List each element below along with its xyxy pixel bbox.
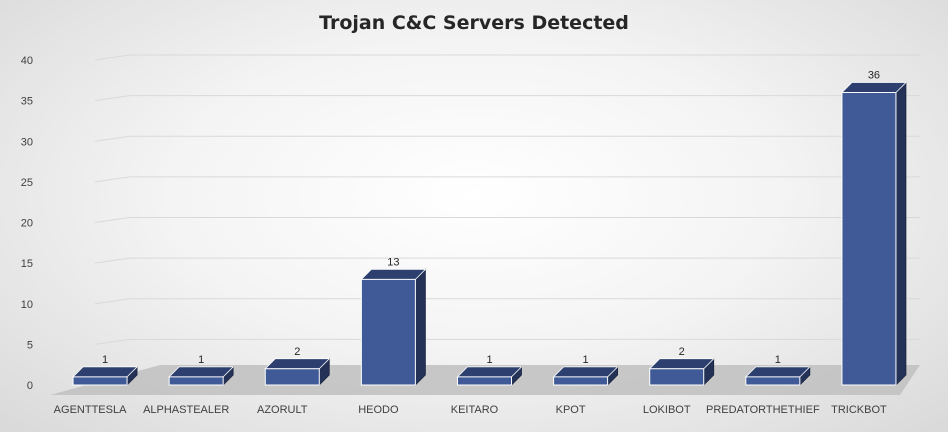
bar-top bbox=[456, 366, 523, 378]
bar bbox=[72, 376, 128, 386]
gridline bbox=[94, 135, 920, 142]
chart-title: Trojan C&C Servers Detected bbox=[319, 12, 629, 34]
data-label: 1 bbox=[583, 354, 589, 366]
y-tick-label: 0 bbox=[27, 380, 33, 392]
gridline bbox=[94, 176, 920, 183]
bar-top bbox=[168, 366, 235, 378]
bar-top bbox=[648, 358, 715, 370]
x-tick-label: ALPHASTEALER bbox=[143, 404, 229, 416]
x-tick-label: AGENTTESLA bbox=[54, 404, 127, 416]
bar bbox=[649, 368, 705, 386]
bar bbox=[745, 376, 801, 386]
data-label: 36 bbox=[868, 70, 880, 82]
gridline bbox=[94, 95, 920, 102]
gridline bbox=[94, 217, 920, 223]
bar-top bbox=[360, 268, 427, 280]
x-tick-label: PREDATORTHETHIEF bbox=[706, 404, 820, 416]
data-label: 2 bbox=[679, 346, 685, 358]
x-tick-label: LOKIBOT bbox=[643, 404, 691, 416]
bar-top bbox=[72, 366, 139, 378]
y-tick-label: 20 bbox=[21, 218, 33, 230]
x-tick-label: KPOT bbox=[556, 404, 586, 416]
bar-group bbox=[552, 365, 619, 386]
x-tick-label: TRICKBOT bbox=[831, 404, 887, 416]
x-tick-label: KEITARO bbox=[451, 404, 499, 416]
gridline bbox=[94, 54, 920, 61]
x-tick-label: AZORULT bbox=[257, 404, 308, 416]
bar-side bbox=[895, 81, 907, 386]
y-tick-label: 15 bbox=[21, 258, 33, 270]
data-label: 2 bbox=[294, 346, 300, 358]
bar-top bbox=[840, 82, 907, 93]
data-label: 13 bbox=[387, 256, 399, 268]
bar bbox=[841, 92, 897, 386]
bar-group bbox=[72, 365, 139, 386]
bar-side bbox=[414, 268, 426, 386]
y-tick-label: 35 bbox=[21, 96, 33, 108]
bar-top bbox=[552, 366, 619, 378]
gridline bbox=[94, 338, 920, 345]
bar-group bbox=[648, 357, 715, 386]
gridline bbox=[94, 298, 920, 305]
data-label: 1 bbox=[198, 354, 204, 366]
x-tick-label: HEODO bbox=[358, 404, 399, 416]
y-tick-label: 30 bbox=[21, 136, 33, 148]
bar-top bbox=[744, 366, 811, 378]
data-label: 1 bbox=[775, 354, 781, 366]
data-label: 1 bbox=[486, 354, 492, 366]
bar-group bbox=[456, 365, 523, 386]
bar bbox=[264, 368, 320, 386]
bar-group bbox=[840, 81, 907, 386]
y-tick-label: 5 bbox=[27, 339, 33, 351]
bar bbox=[360, 278, 416, 386]
data-label: 1 bbox=[102, 354, 108, 366]
bar bbox=[168, 376, 224, 386]
bar-group bbox=[360, 268, 427, 386]
bar bbox=[553, 376, 609, 386]
y-tick-label: 25 bbox=[21, 177, 33, 189]
gridline bbox=[94, 257, 920, 264]
y-tick-label: 10 bbox=[21, 299, 33, 311]
bar-top bbox=[264, 358, 331, 370]
bar-group bbox=[168, 365, 235, 386]
bar-group bbox=[264, 357, 331, 386]
y-tick-label: 40 bbox=[21, 55, 33, 67]
bar bbox=[457, 376, 512, 386]
bar-group bbox=[744, 365, 811, 386]
